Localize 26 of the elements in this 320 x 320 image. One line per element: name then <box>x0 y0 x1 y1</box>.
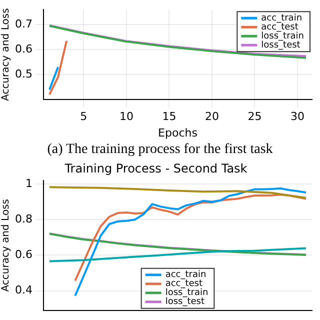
y-tick-label: 0.5 <box>14 67 32 80</box>
x-tick-label: 10 <box>119 110 134 124</box>
legend-label: loss_test <box>165 297 205 308</box>
y-tick-label: 0.6 <box>14 248 32 262</box>
y-tick-label: 0.8 <box>14 212 32 226</box>
x-tick-label: 5 <box>80 110 88 124</box>
x-tick-label: 25 <box>248 110 262 124</box>
legend-label: loss_test <box>261 40 301 50</box>
chart-title: Training Process - Second Task <box>64 161 248 176</box>
legend-label: acc_test <box>165 279 203 290</box>
x-tick-label: 20 <box>204 110 219 124</box>
x-axis-title: Epochs <box>158 126 198 140</box>
legend-label: acc_train <box>165 270 206 280</box>
x-tick-label: 15 <box>162 110 176 124</box>
legend-label: acc_train <box>261 13 302 24</box>
y-axis-title: Accuracy and Loss <box>0 8 12 101</box>
legend-label: loss_train <box>261 31 304 42</box>
y-tick-label: 0.7 <box>14 17 32 30</box>
legend-label: loss_train <box>165 288 208 298</box>
legend-label: acc_test <box>261 22 299 32</box>
text: (a) The training process for the first task <box>46 141 274 159</box>
y-tick-label: 1 <box>25 176 32 190</box>
y-tick-label: 0.4 <box>14 284 32 297</box>
x-tick-label: 30 <box>290 110 304 124</box>
y-axis-title: Accuracy and Loss <box>0 199 12 292</box>
y-tick-label: 0.6 <box>14 42 32 56</box>
